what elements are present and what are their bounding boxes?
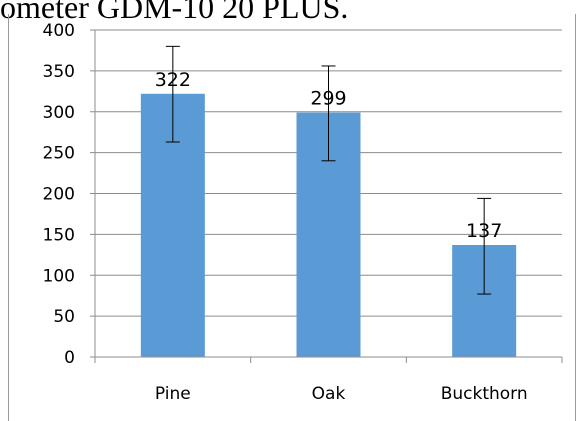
y-tick-label: 350 — [43, 62, 75, 82]
data-label-pine: 322 — [155, 69, 191, 91]
x-tick-label-oak: Oak — [312, 384, 346, 404]
data-label-buckthorn: 137 — [466, 220, 502, 242]
y-tick-label: 200 — [43, 185, 75, 205]
y-tick-label: 50 — [53, 307, 75, 327]
error-bars — [165, 45, 492, 295]
y-tick-label: 400 — [43, 21, 75, 41]
data-labels: 322 299 137 — [155, 69, 503, 242]
x-tick-label-pine: Pine — [155, 384, 191, 404]
y-tick-label: 0 — [64, 348, 75, 368]
x-tick-label-buckthorn: Buckthorn — [441, 384, 528, 404]
y-tick-label: 300 — [43, 103, 75, 123]
caption-text: ometer GDM-10 20 PLUS. — [0, 0, 349, 25]
axes: 0 50 100 150 200 250 300 350 400 Pine Oak Buckthorn — [43, 21, 563, 404]
y-tick-label: 100 — [43, 266, 75, 286]
y-tick-label: 250 — [43, 144, 75, 164]
y-tick-label: 150 — [43, 225, 75, 245]
data-label-oak: 299 — [310, 88, 346, 110]
chart-frame — [8, 14, 576, 421]
